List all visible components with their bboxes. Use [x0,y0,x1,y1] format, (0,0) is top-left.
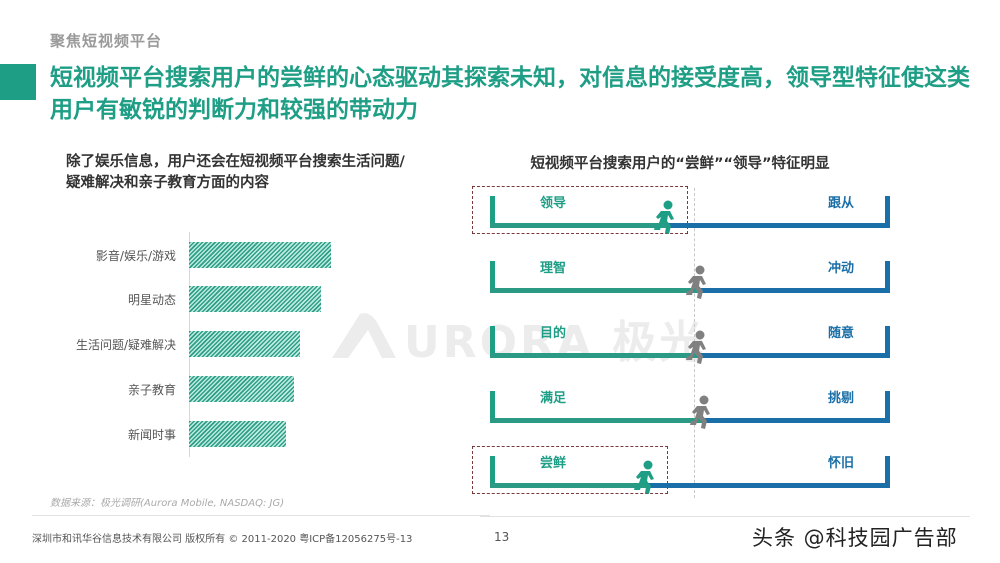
scale-left-label: 目的 [540,326,567,341]
runner-icon [686,330,708,364]
scale-right-line [702,418,890,423]
bar-row: 影音/娱乐/游戏 [40,242,360,268]
highlight-box [472,446,668,494]
trait-scale: 目的 随意 [490,322,890,364]
scale-left-tick [490,196,495,228]
bar-row: 亲子教育 [40,376,360,402]
trait-scale: 尝鲜 怀旧 [490,452,890,494]
bar-label: 亲子教育 [127,383,176,397]
bar-label: 新闻时事 [127,428,176,442]
bar-row: 生活问题/疑难解决 [40,331,360,357]
scale-left-label: 尝鲜 [540,456,567,471]
runner-icon [690,395,712,429]
scale-left-label: 满足 [540,391,567,406]
aurora-logo-icon [332,313,396,358]
scale-right-line [666,223,890,228]
footer-divider [32,515,490,516]
scale-left-tick [490,326,495,358]
bar-row: 新闻时事 [40,421,360,447]
scale-left-tick [490,391,495,423]
scale-right-line [646,483,890,488]
scale-right-tick [885,391,890,423]
left-chart-title: 除了娱乐信息，用户还会在短视频平台搜索生活问题/疑难解决和亲子教育方面的内容 [66,154,405,191]
data-source: 数据来源：极光调研(Aurora Mobile, NASDAQ: JG) [50,498,285,509]
highlight-box [472,186,688,234]
scale-left-label: 领导 [540,196,567,211]
scale-left-label: 理智 [540,261,567,276]
brand-watermark: URORA 极光 [404,317,707,368]
page-number: 13 [494,530,510,544]
trait-scale: 理智 冲动 [490,257,890,299]
bar-row: 明星动态 [40,286,360,312]
scale-left-line [490,223,666,228]
runner-icon [654,200,676,234]
accent-block [0,64,36,100]
trait-scale: 领导 跟从 [490,192,890,234]
toutiao-watermark: 头条 @科技园广告部 [752,526,958,550]
trait-scale: 满足 挑剔 [490,387,890,429]
runner-icon [686,265,708,299]
page-headline: 短视频平台搜索用户的尝鲜的心态驱动其探索未知，对信息的接受度高，领导型特征使这类… [50,65,970,123]
scale-left-line [490,353,698,358]
scale-right-line [698,353,890,358]
scale-left-line [490,483,646,488]
bar-label: 影音/娱乐/游戏 [95,249,176,263]
bar [189,421,286,447]
scale-right-label: 随意 [827,326,854,341]
bar-label: 明星动态 [127,293,176,307]
right-chart-title: 短视频平台搜索用户的“尝鲜”“领导”特征明显 [530,156,830,172]
bar [189,331,300,357]
scale-right-tick [885,326,890,358]
bar [189,286,321,312]
section-label: 聚焦短视频平台 [50,32,163,50]
bar [189,376,294,402]
scale-right-line [698,288,890,293]
copyright-text: 深圳市和讯华谷信息技术有限公司 版权所有 © 2011-2020 粤ICP备12… [32,534,413,545]
scale-right-label: 怀旧 [827,456,854,471]
footer-divider [480,516,970,517]
scale-left-line [490,418,702,423]
scale-left-tick [490,261,495,293]
bar [189,242,331,268]
scale-right-label: 挑剔 [827,391,854,406]
runner-icon [634,460,656,494]
scale-right-label: 冲动 [827,261,854,276]
bar-label: 生活问题/疑难解决 [75,338,176,352]
scale-right-tick [885,196,890,228]
scale-right-tick [885,261,890,293]
scale-left-tick [490,456,495,488]
scale-left-line [490,288,698,293]
scale-right-tick [885,456,890,488]
scale-right-label: 跟从 [827,196,854,211]
